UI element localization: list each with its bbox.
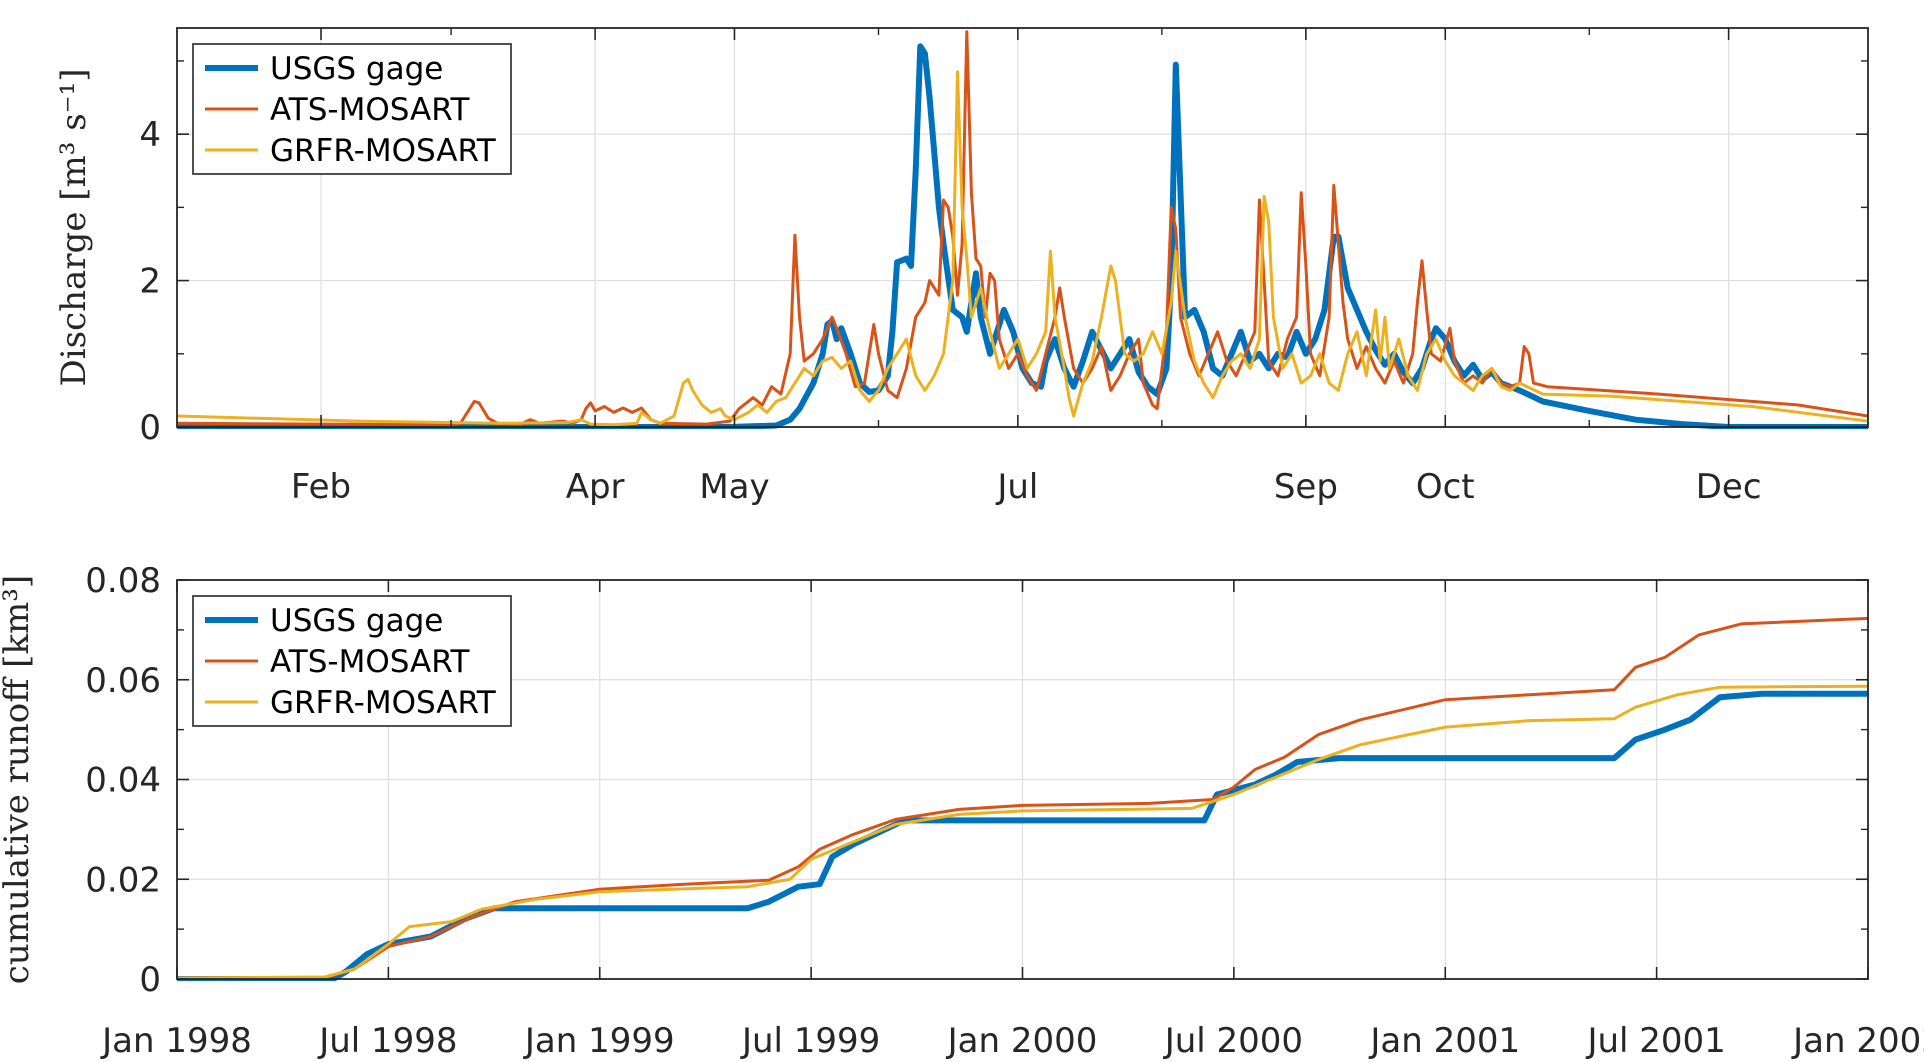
x-tick-label: Sep	[1274, 467, 1338, 507]
x-tick-label: Jul 1999	[740, 1021, 880, 1061]
y-axis-label-unit: [km³]	[0, 575, 37, 668]
series-group	[177, 616, 1868, 981]
x-tick-label: Apr	[566, 467, 625, 507]
cumulative-runoff-panel: Jan 1998 Jul 1998 Jan 1999 Jul 1999 Jan 2000…	[0, 561, 1924, 1061]
y-axis-label: cumulative runoff [km³]	[0, 575, 37, 984]
x-tick-label: Oct	[1416, 467, 1475, 507]
x-tick-label: Jan 1999	[523, 1021, 675, 1061]
y-tick-label: 2	[139, 262, 161, 302]
legend: USGS gage ATS-MOSART GRFR-MOSART	[192, 595, 512, 727]
y-tick-label: 0	[139, 408, 161, 448]
legend-label: USGS gage	[270, 603, 443, 639]
legend-label: USGS gage	[270, 51, 443, 87]
legend-label: ATS-MOSART	[270, 644, 470, 680]
x-tick-label: Jan 2002	[1791, 1021, 1924, 1061]
series-group	[177, 30, 1868, 429]
y-tick-label: 0.08	[85, 561, 161, 601]
series-line-grfr	[177, 684, 1868, 980]
y-tick-label: 0.04	[85, 761, 161, 801]
x-tick-label: Jul 1998	[317, 1021, 457, 1061]
legend-label: ATS-MOSART	[270, 92, 470, 128]
legend: USGS gage ATS-MOSART GRFR-MOSART	[192, 43, 512, 175]
series-line-ats	[177, 616, 1868, 980]
legend-label: GRFR-MOSART	[270, 685, 497, 721]
y-tick-label: 0	[139, 960, 161, 1000]
x-tick-label: Jan 2000	[946, 1021, 1098, 1061]
series-line-grfr	[177, 70, 1868, 427]
legend-label: GRFR-MOSART	[270, 133, 497, 169]
y-axis-label-main: cumulative runoff	[0, 668, 37, 984]
x-tick-label: May	[699, 467, 769, 507]
x-tick-label: Jul 2000	[1163, 1021, 1303, 1061]
y-tick-label: 0.02	[85, 860, 161, 900]
y-axis-label: Discharge [m³ s⁻¹]	[54, 69, 94, 387]
y-axis-label-unit: [m³ s⁻¹]	[54, 69, 94, 201]
discharge-panel: Feb Apr May Jul Sep Oct Dec 0 2 4 Discharge [m³ s⁻…	[54, 27, 1869, 507]
y-tick-label: 4	[139, 115, 161, 155]
x-tick-label: Jan 1998	[100, 1021, 252, 1061]
x-tick-label: Feb	[291, 467, 351, 507]
x-tick-label: Jul	[995, 467, 1038, 507]
x-tick-label: Jan 2001	[1368, 1021, 1520, 1061]
axes-box	[176, 27, 1869, 428]
x-tick-label: Jul 2001	[1585, 1021, 1725, 1061]
x-tick-label: Dec	[1696, 467, 1762, 507]
y-tick-label: 0.06	[85, 661, 161, 701]
y-axis-label-main: Discharge	[54, 201, 94, 387]
